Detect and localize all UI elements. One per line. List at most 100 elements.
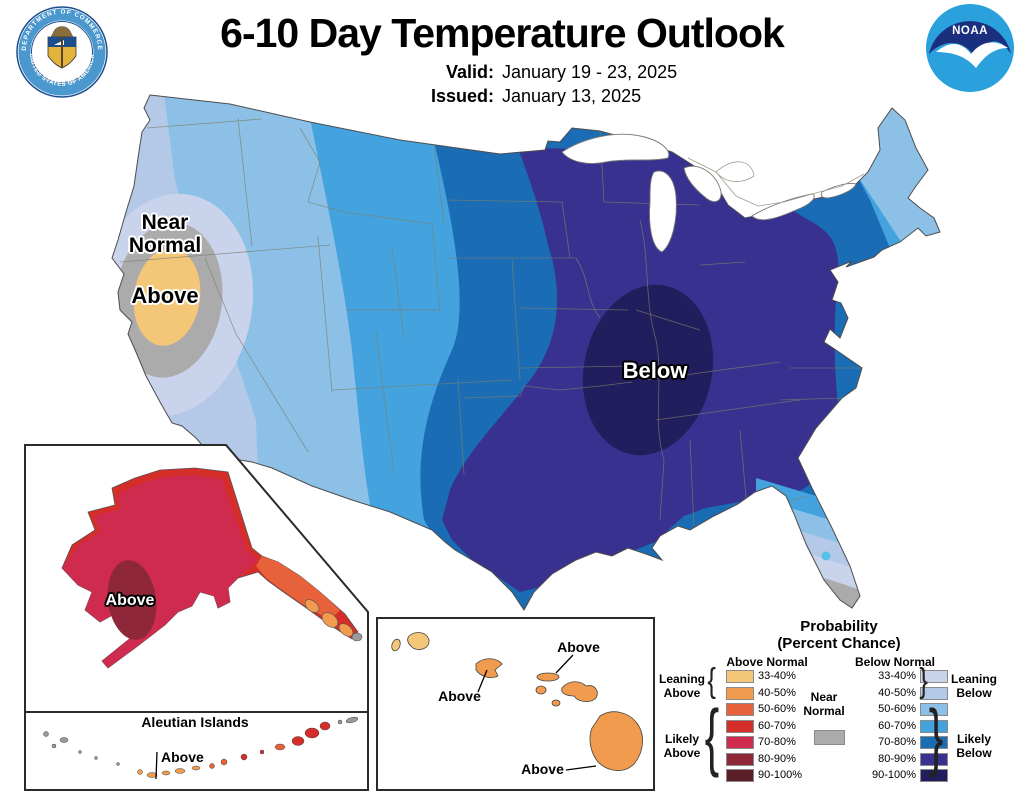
band-above-33-40	[133, 248, 201, 346]
legend-row-above-80-90: 80-90%	[726, 752, 800, 768]
swatch-above-60-70	[726, 719, 754, 733]
lake-michigan	[649, 170, 677, 253]
island-hawaii	[589, 711, 643, 771]
hawaii-pointer-lines	[477, 654, 597, 771]
alaska-panhandle-islands	[304, 599, 363, 642]
island-oahu	[475, 658, 503, 678]
brace-leaning-below: }	[919, 662, 928, 700]
swatch-above-40-50	[726, 686, 754, 700]
legend-row-below-80-90: 80-90%	[830, 752, 948, 768]
dept-of-commerce-seal: DEPARTMENT OF COMMERCE UNITED STATES OF …	[16, 6, 108, 98]
state-borders	[119, 117, 862, 529]
swatch-below-90-100	[920, 769, 948, 782]
legend-row-above-90-100: 90-100%	[726, 769, 806, 784]
issued-value: January 13, 2025	[502, 86, 642, 106]
legend-leaning-below: Leaning Below	[950, 672, 997, 700]
swatch-above-33-40	[726, 670, 754, 683]
lake-huron	[683, 165, 722, 202]
noaa-seagull	[936, 42, 1008, 68]
noaa-logo: NOAA	[926, 4, 1014, 92]
brace-likely-above: {	[704, 695, 720, 779]
canada-shoreline	[687, 157, 865, 207]
legend-row-below-40-50: 40-50%	[830, 686, 948, 702]
legend-row-above-60-70: 60-70%	[726, 719, 800, 735]
label-hawaii-oahu-above: Above	[438, 688, 481, 704]
island-lanai	[535, 685, 547, 695]
issued-label: Issued:	[430, 86, 494, 106]
swatch-above-80-90	[726, 752, 754, 766]
label-hawaii-bigisland-above: Above	[521, 761, 564, 777]
legend-near-normal-label: Near Normal	[803, 690, 845, 718]
swatch-below-70-80	[920, 736, 948, 749]
noaa-logo-text: NOAA	[952, 25, 988, 37]
issued-row: Issued: January 13, 2025	[420, 84, 677, 108]
lake-erie	[751, 193, 815, 221]
legend-row-above-70-80: 70-80%	[726, 736, 800, 751]
hawaii-inset	[376, 617, 655, 791]
swatch-below-50-60	[920, 703, 948, 716]
great-lakes	[561, 133, 857, 253]
aleutian-inset-box	[24, 711, 369, 791]
swatch-below-33-40	[920, 670, 948, 683]
band-below-90-100	[582, 284, 714, 456]
legend-row-above-33-40: 33-40%	[726, 670, 800, 685]
legend-likely-above: Likely Above	[663, 732, 701, 760]
legend-leaning-above: Leaning Above	[658, 672, 705, 700]
legend-subtitle: (Percent Chance)	[777, 635, 901, 652]
island-niihau	[391, 638, 401, 652]
lake-ontario	[820, 183, 857, 199]
validity-block: Valid: January 19 - 23, 2025 Issued: Jan…	[420, 60, 677, 108]
swatch-below-40-50	[920, 686, 948, 700]
swatch-above-70-80	[726, 736, 754, 749]
valid-value: January 19 - 23, 2025	[502, 62, 678, 82]
swatch-below-80-90	[920, 752, 948, 766]
label-below-central: Below	[622, 358, 688, 383]
legend-above-header: Above Normal	[726, 655, 808, 669]
noaa-sky-shape	[929, 21, 1011, 57]
legend-row-below-70-80: 70-80%	[830, 736, 948, 751]
label-hawaii-molokai-above: Above	[557, 639, 600, 655]
valid-row: Valid: January 19 - 23, 2025	[420, 60, 677, 84]
lake-okeechobee	[821, 551, 831, 561]
legend-row-below-33-40: 33-40%	[830, 670, 948, 685]
swatch-above-50-60	[726, 703, 754, 716]
alaska-inner-70-80	[62, 475, 258, 668]
brace-leaning-above: {	[707, 662, 716, 700]
valid-label: Valid:	[445, 62, 494, 82]
legend-title: Probability	[800, 618, 878, 635]
legend-row-above-40-50: 40-50%	[726, 686, 800, 702]
aleutian-islands-shapes	[43, 716, 359, 778]
legend-below-header: Below Normal	[854, 655, 935, 669]
probability-legend: Probability (Percent Chance) Above Norma…	[654, 614, 1024, 795]
island-maui	[561, 681, 598, 702]
brace-likely-below: }	[928, 695, 944, 779]
legend-row-below-50-60: 50-60%	[830, 703, 948, 718]
legend-likely-below: Likely Below	[956, 732, 992, 760]
swatch-below-60-70	[920, 719, 948, 733]
label-above-west: Above	[131, 283, 199, 308]
aleutian-inset-title: Aleutian Islands	[141, 714, 249, 730]
alaska-panhandle-50-60	[256, 556, 340, 620]
label-near-normal: Near Normal	[128, 211, 202, 257]
page-title: 6-10 Day Temperature Outlook	[220, 10, 785, 56]
island-kahoolawe	[551, 699, 561, 707]
legend-row-below-90-100: 90-100%	[830, 769, 948, 784]
alaska-inset	[24, 444, 369, 713]
aleutian-pointer-line	[155, 751, 158, 780]
legend-row-below-60-70: 60-70%	[830, 719, 948, 735]
swatch-above-90-100	[726, 769, 754, 782]
alaska-above-80-90-core	[107, 560, 157, 640]
island-molokai	[536, 672, 560, 682]
seal-caduceus	[61, 37, 63, 68]
label-alaska-above: Above	[105, 592, 155, 609]
label-aleutian-above: Above	[161, 749, 204, 765]
hawaii-islands-shapes	[391, 632, 643, 771]
island-kauai	[407, 632, 430, 650]
seal-eagle	[50, 26, 74, 38]
swatch-near-normal	[814, 730, 845, 745]
lake-superior	[561, 133, 670, 164]
legend-row-above-50-60: 50-60%	[726, 703, 800, 718]
aleutian-inset	[24, 711, 369, 791]
